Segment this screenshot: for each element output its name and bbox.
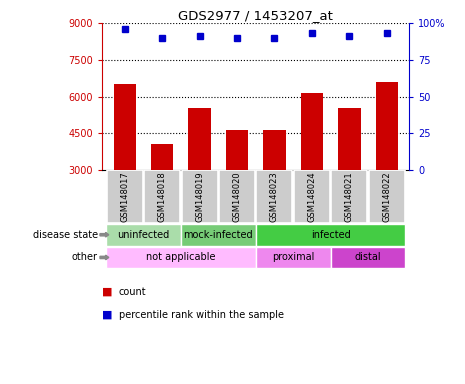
Bar	[256, 247, 331, 268]
Bar	[182, 170, 218, 223]
Bar	[338, 108, 360, 170]
Text: not applicable: not applicable	[146, 252, 216, 262]
Bar	[151, 144, 173, 170]
Text: other: other	[72, 252, 98, 262]
Text: infected: infected	[311, 230, 351, 240]
Text: GSM148018: GSM148018	[158, 171, 166, 222]
Bar	[256, 224, 405, 246]
Bar	[106, 247, 256, 268]
Bar	[257, 170, 292, 223]
Bar	[181, 224, 256, 246]
Text: mock-infected: mock-infected	[184, 230, 253, 240]
Text: GSM148021: GSM148021	[345, 171, 354, 222]
Bar	[376, 82, 398, 170]
Bar	[188, 108, 211, 170]
Text: uninfected: uninfected	[117, 230, 170, 240]
Text: GSM148020: GSM148020	[232, 171, 241, 222]
Text: GSM148017: GSM148017	[120, 171, 129, 222]
Bar	[294, 170, 330, 223]
Bar	[107, 170, 143, 223]
Text: count: count	[119, 287, 146, 297]
Bar	[332, 170, 367, 223]
Bar	[113, 84, 136, 170]
Text: percentile rank within the sample: percentile rank within the sample	[119, 310, 284, 320]
Text: GSM148023: GSM148023	[270, 171, 279, 222]
Text: proximal: proximal	[272, 252, 314, 262]
Text: GSM148019: GSM148019	[195, 171, 204, 222]
Text: ■: ■	[102, 310, 113, 320]
Bar	[301, 93, 323, 170]
Text: GSM148022: GSM148022	[382, 171, 391, 222]
Bar	[369, 170, 405, 223]
Bar	[144, 170, 180, 223]
Bar	[263, 129, 286, 170]
Text: disease state: disease state	[33, 230, 98, 240]
Bar	[226, 129, 248, 170]
Title: GDS2977 / 1453207_at: GDS2977 / 1453207_at	[178, 9, 333, 22]
Text: GSM148024: GSM148024	[307, 171, 316, 222]
Text: ■: ■	[102, 287, 113, 297]
Bar	[219, 170, 255, 223]
Bar	[331, 247, 405, 268]
Bar	[106, 224, 181, 246]
Text: distal: distal	[355, 252, 381, 262]
